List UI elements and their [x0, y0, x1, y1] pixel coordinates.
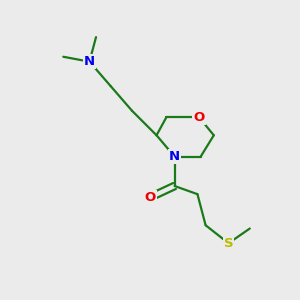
Text: O: O	[144, 191, 156, 204]
Text: O: O	[194, 111, 205, 124]
Text: N: N	[169, 150, 180, 163]
Text: N: N	[84, 55, 95, 68]
Text: S: S	[224, 237, 233, 250]
